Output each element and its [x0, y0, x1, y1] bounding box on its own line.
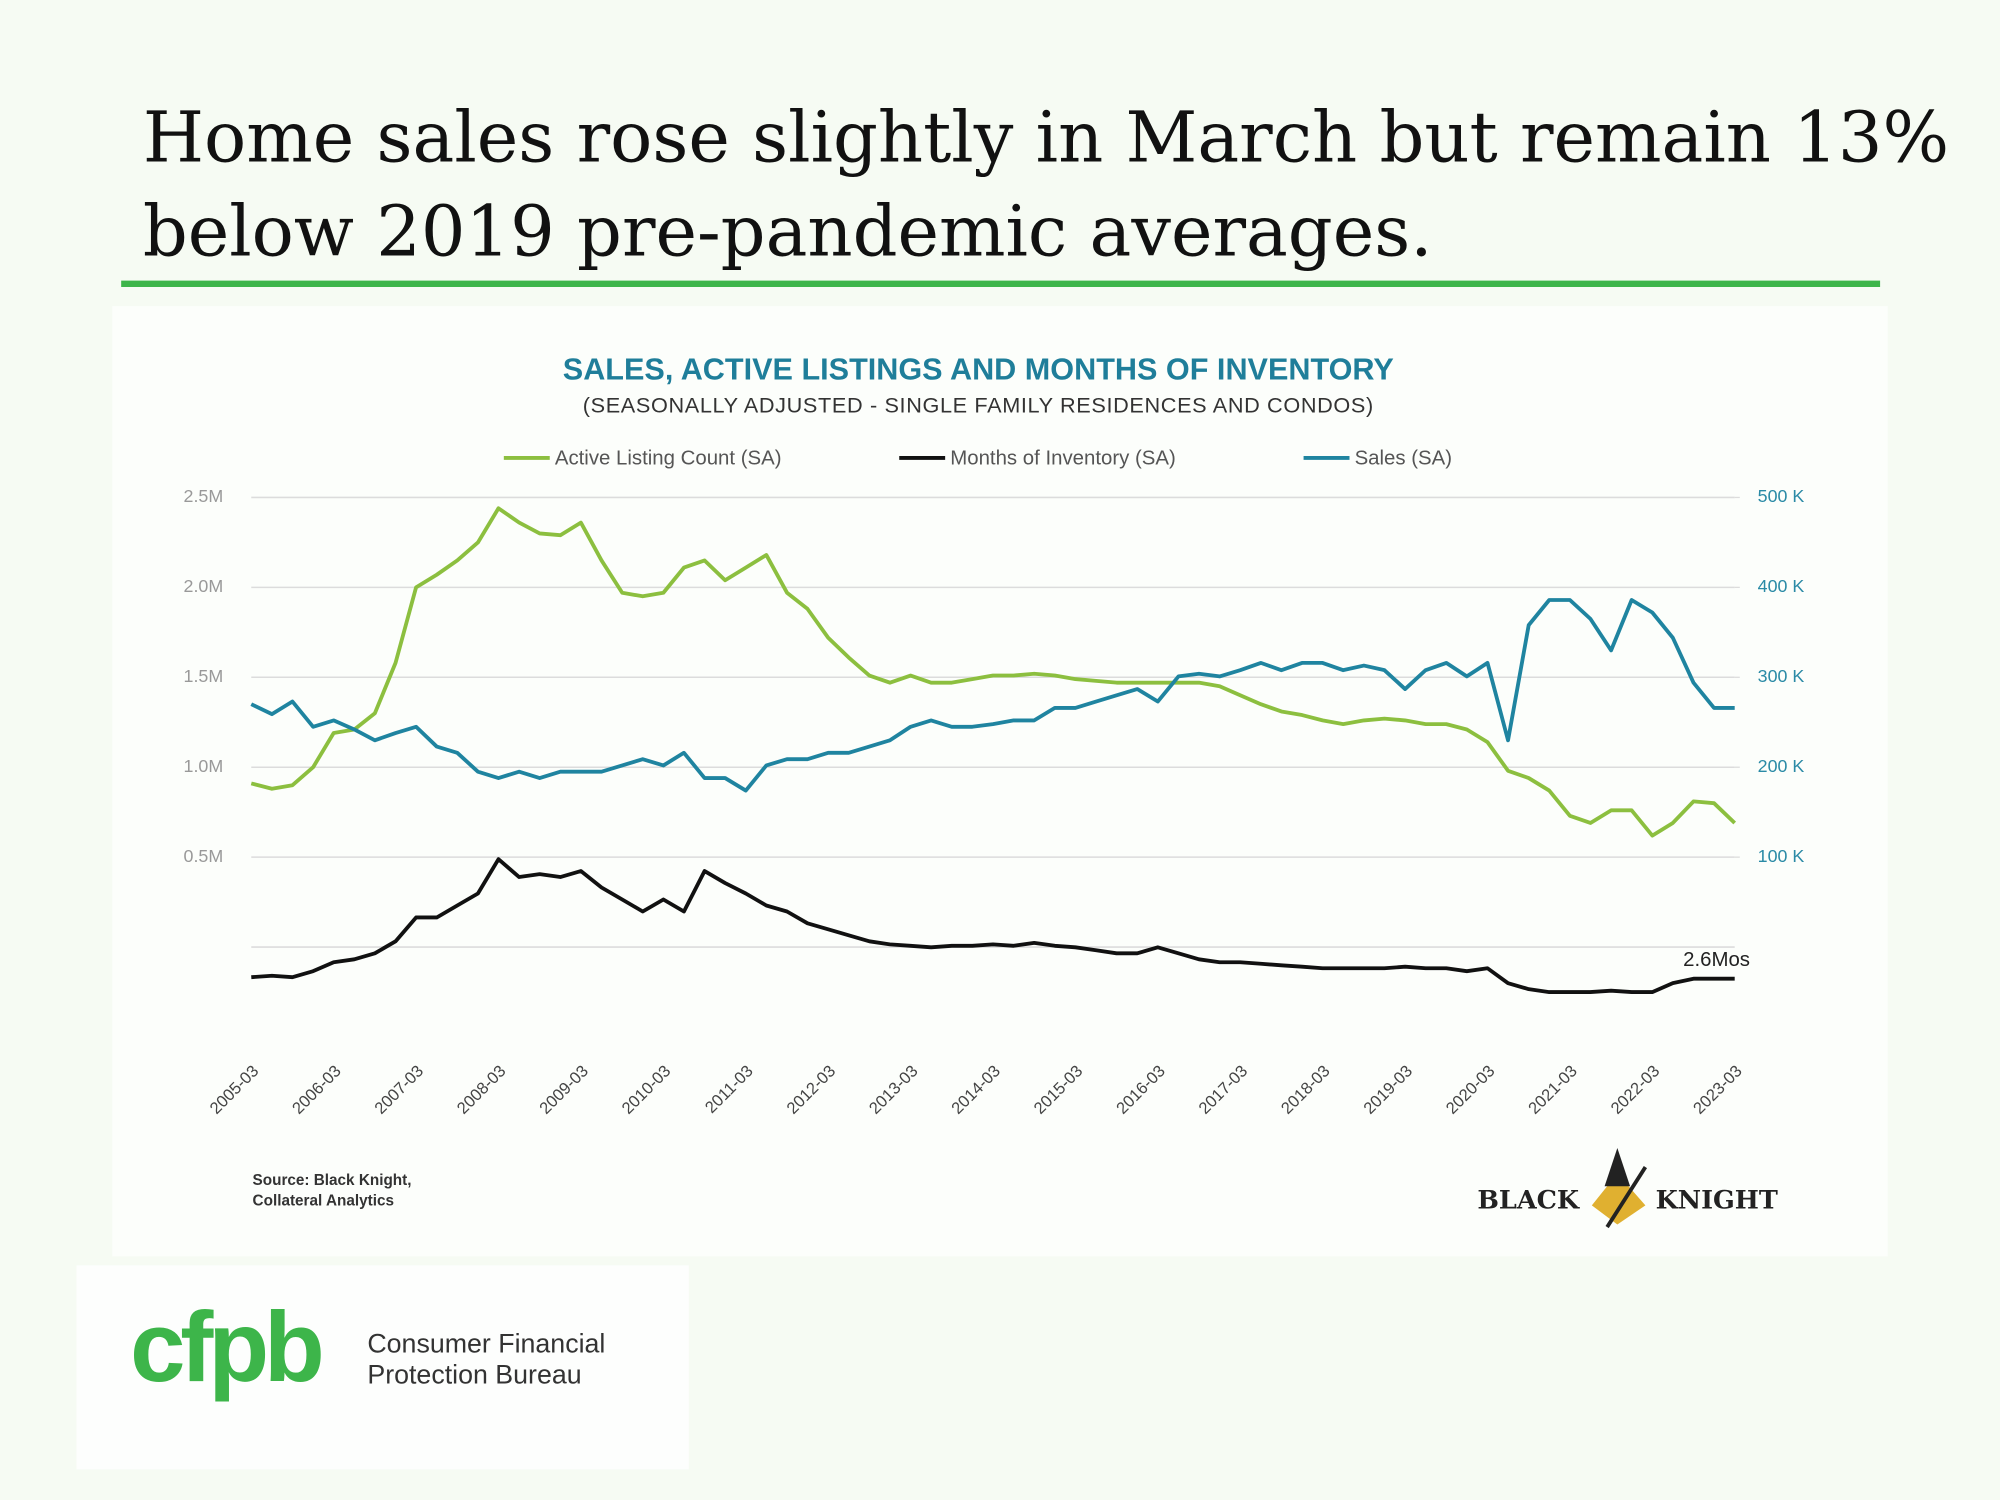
title-rule: [121, 280, 1881, 287]
slide-title: Home sales rose slightly in March but re…: [143, 96, 1949, 178]
y-tick-label: 1.0M: [184, 756, 224, 776]
chart-subtitle: (SEASONALLY ADJUSTED - SINGLE FAMILY RES…: [583, 393, 1374, 418]
cfpb-logo: cfpb: [130, 1292, 321, 1403]
source: Source: Black Knight,: [253, 1172, 412, 1189]
footer-text: Protection Bureau: [367, 1359, 581, 1389]
chart-title: SALES, ACTIVE LISTINGS AND MONTHS OF INV…: [563, 352, 1394, 386]
brand-text: KNIGHT: [1656, 1186, 1778, 1216]
legend-label: Months of Inventory (SA): [950, 448, 1176, 470]
y2-tick-label: 100 K: [1758, 846, 1805, 866]
chart-panel: [112, 306, 1888, 1257]
series-line: [251, 857, 1735, 995]
source: Collateral Analytics: [253, 1193, 394, 1210]
brand-icon: [1591, 1147, 1648, 1229]
y2-tick-label: 200 K: [1758, 756, 1805, 776]
slide-title: below 2019 pre-pandemic averages.: [143, 191, 1433, 273]
legend-label: Sales (SA): [1355, 448, 1452, 470]
brand-text: BLACK: [1477, 1186, 1580, 1216]
y-tick-label: 1.5M: [184, 666, 224, 686]
y-tick-label: 2.5M: [184, 486, 224, 506]
series-line: [250, 598, 1735, 793]
y-tick-label: 0.5M: [184, 846, 224, 866]
data-label: 2.6Mos: [1683, 949, 1750, 971]
y2-tick-label: 300 K: [1758, 666, 1805, 686]
y-tick-label: 2.0M: [184, 576, 224, 596]
legend-label: Active Listing Count (SA): [555, 448, 782, 470]
series-line: [250, 506, 1737, 838]
footer-panel: [76, 1265, 689, 1470]
y2-tick-label: 400 K: [1758, 576, 1805, 596]
footer-text: Consumer Financial: [367, 1329, 605, 1359]
y2-tick-label: 500 K: [1758, 486, 1805, 506]
